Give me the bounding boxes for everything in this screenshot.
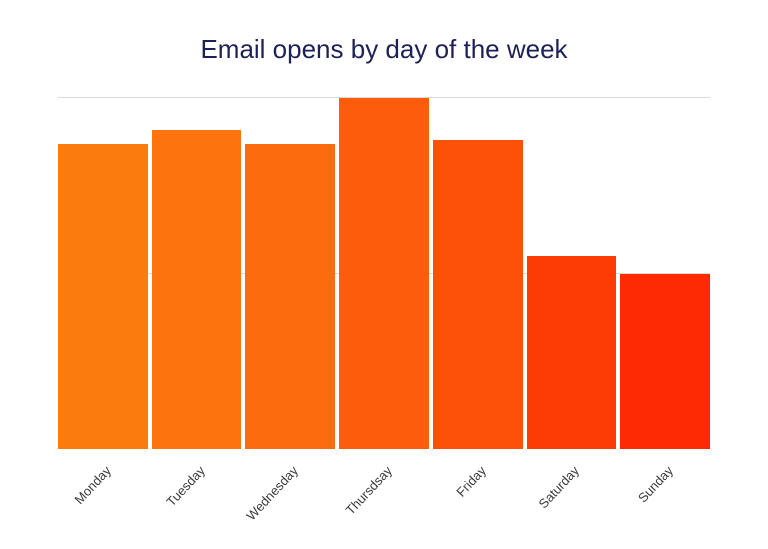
x-label-slot: Friday xyxy=(433,449,523,549)
plot-area xyxy=(58,98,710,449)
bar xyxy=(58,144,148,449)
x-axis-label: Wednesday xyxy=(244,463,302,523)
x-axis-label: Friday xyxy=(453,463,489,500)
chart-title: Email opens by day of the week xyxy=(0,34,768,65)
x-label-slot: Monday xyxy=(58,449,148,549)
x-axis-label: Tuesday xyxy=(163,463,208,509)
bar xyxy=(433,140,523,449)
bar xyxy=(152,130,242,449)
x-axis-label: Saturday xyxy=(536,463,582,511)
x-axis-label: Sunday xyxy=(635,463,676,505)
x-label-slot: Saturday xyxy=(527,449,617,549)
bar xyxy=(527,256,617,449)
x-axis-labels: Monday Tuesday Wednesday Thursdsay Friday Sat… xyxy=(58,449,710,549)
x-axis-label: Thursdsay xyxy=(343,463,395,518)
x-label-slot: Wednesday xyxy=(245,449,335,549)
bar xyxy=(245,144,335,449)
x-label-slot: Thursdsay xyxy=(339,449,429,549)
bars-container xyxy=(58,98,710,449)
bar xyxy=(620,274,710,450)
x-label-slot: Tuesday xyxy=(152,449,242,549)
x-axis-label: Monday xyxy=(71,463,114,507)
bar xyxy=(339,98,429,449)
email-opens-chart: Email opens by day of the week Monday Tue… xyxy=(0,0,768,549)
x-label-slot: Sunday xyxy=(620,449,710,549)
